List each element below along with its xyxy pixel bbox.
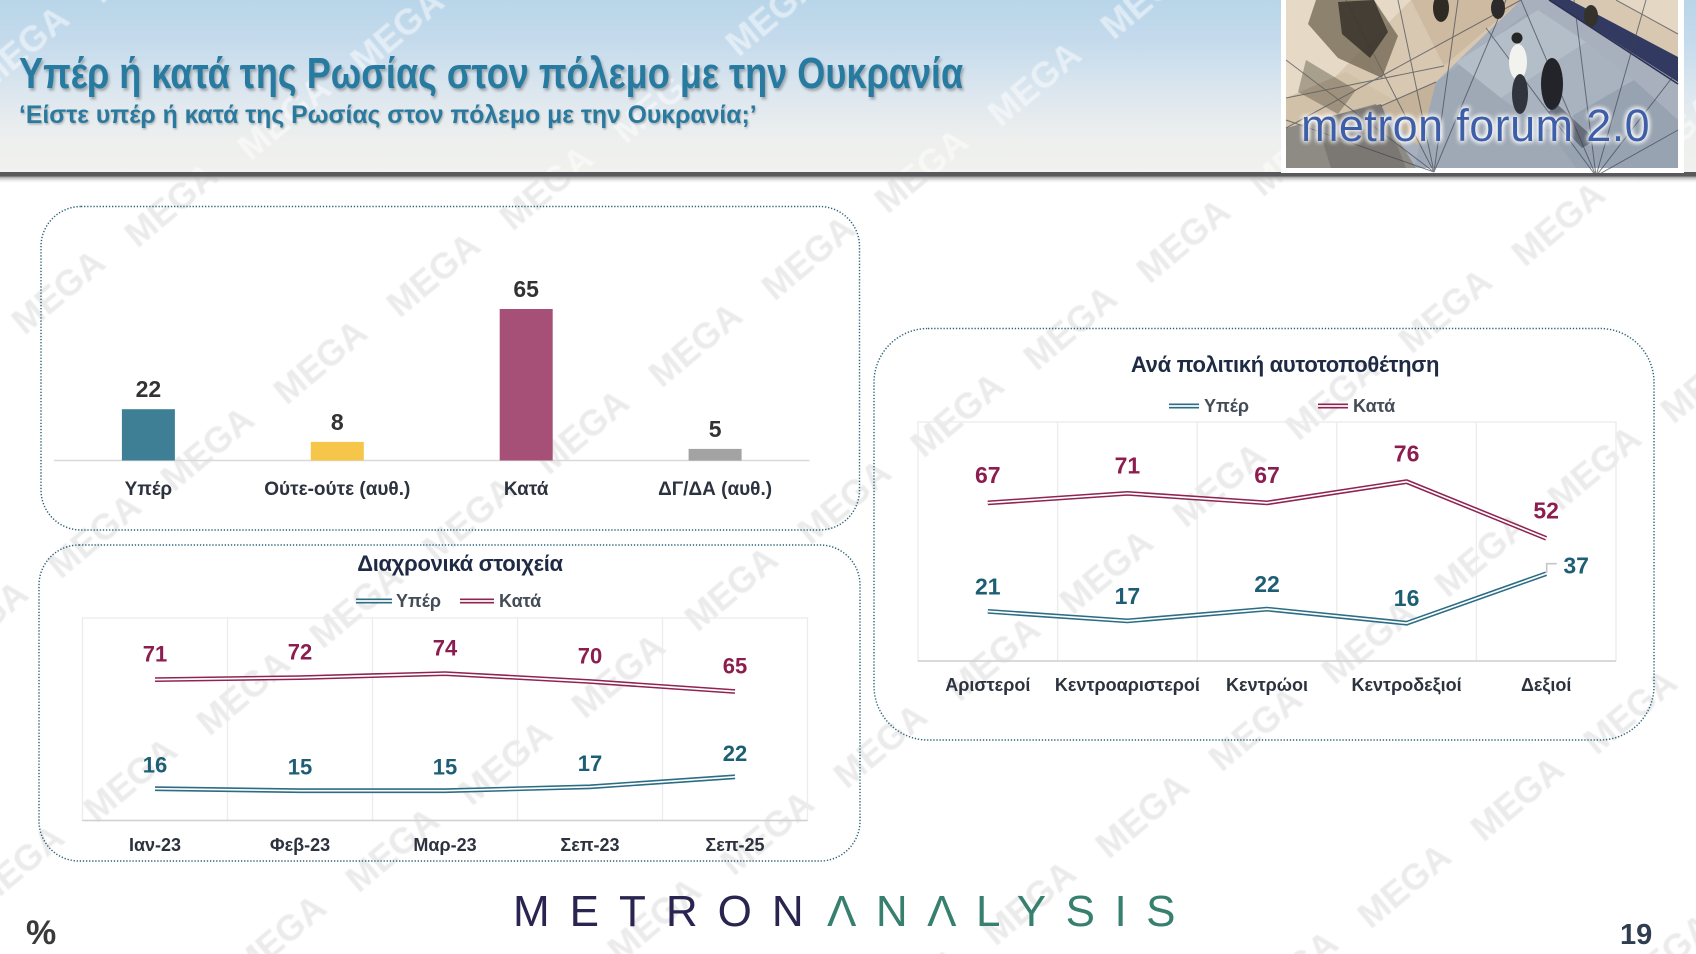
svg-text:22: 22 [136, 376, 162, 402]
svg-text:65: 65 [513, 276, 539, 302]
svg-text:76: 76 [1394, 441, 1420, 467]
svg-text:Κατά: Κατά [1353, 396, 1395, 416]
svg-text:metron forum 2.0: metron forum 2.0 [1301, 100, 1650, 151]
svg-text:Ούτε-ούτε (αυθ.): Ούτε-ούτε (αυθ.) [264, 479, 410, 500]
svg-text:52: 52 [1533, 497, 1559, 523]
svg-text:Σεπ-25: Σεπ-25 [705, 835, 764, 855]
svg-text:22: 22 [723, 741, 747, 766]
svg-text:Αριστεροί: Αριστεροί [945, 675, 1030, 695]
svg-text:%: % [26, 914, 56, 952]
svg-text:17: 17 [1115, 583, 1141, 609]
svg-text:19: 19 [1620, 919, 1652, 951]
svg-text:67: 67 [975, 462, 1001, 488]
svg-text:71: 71 [143, 642, 167, 667]
svg-text:Δεξιοί: Δεξιοί [1521, 675, 1572, 696]
svg-text:15: 15 [433, 755, 457, 780]
svg-text:ΔΓ/ΔΑ (αυθ.): ΔΓ/ΔΑ (αυθ.) [658, 479, 772, 500]
svg-text:22: 22 [1254, 571, 1280, 597]
svg-text:Κεντρώοι: Κεντρώοι [1226, 675, 1308, 695]
svg-text:65: 65 [723, 654, 747, 679]
svg-text:16: 16 [1394, 585, 1420, 611]
svg-text:67: 67 [1254, 462, 1280, 488]
svg-text:Διαχρονικά στοιχεία: Διαχρονικά στοιχεία [357, 551, 563, 576]
svg-text:Υπέρ: Υπέρ [396, 591, 441, 611]
svg-text:Σεπ-23: Σεπ-23 [560, 835, 619, 855]
svg-text:Μαρ-23: Μαρ-23 [413, 835, 476, 855]
svg-text:ΛNΛLYSIS: ΛNΛLYSIS [827, 887, 1195, 936]
svg-text:37: 37 [1563, 553, 1589, 579]
svg-text:Υπέρ: Υπέρ [1204, 396, 1249, 416]
svg-text:15: 15 [288, 755, 312, 780]
svg-text:METRON: METRON [513, 887, 824, 936]
svg-text:Κατά: Κατά [499, 591, 541, 611]
svg-text:Ιαν-23: Ιαν-23 [129, 835, 181, 855]
svg-text:Κεντροαριστεροί: Κεντροαριστεροί [1055, 675, 1200, 695]
svg-text:Κεντροδεξιοί: Κεντροδεξιοί [1351, 675, 1461, 696]
svg-text:70: 70 [578, 644, 602, 669]
svg-text:8: 8 [331, 409, 344, 435]
svg-text:Υπέρ: Υπέρ [125, 479, 173, 500]
svg-text:Ανά πολιτική αυτοτοποθέτηση: Ανά πολιτική αυτοτοποθέτηση [1131, 352, 1439, 377]
svg-text:71: 71 [1115, 452, 1141, 478]
svg-text:17: 17 [578, 751, 602, 776]
svg-text:72: 72 [288, 640, 312, 665]
svg-text:Κατά: Κατά [504, 479, 549, 500]
svg-text:Φεβ-23: Φεβ-23 [270, 835, 330, 855]
svg-text:16: 16 [143, 753, 167, 778]
svg-text:5: 5 [709, 416, 722, 442]
svg-text:21: 21 [975, 573, 1001, 599]
svg-text:74: 74 [433, 636, 458, 661]
